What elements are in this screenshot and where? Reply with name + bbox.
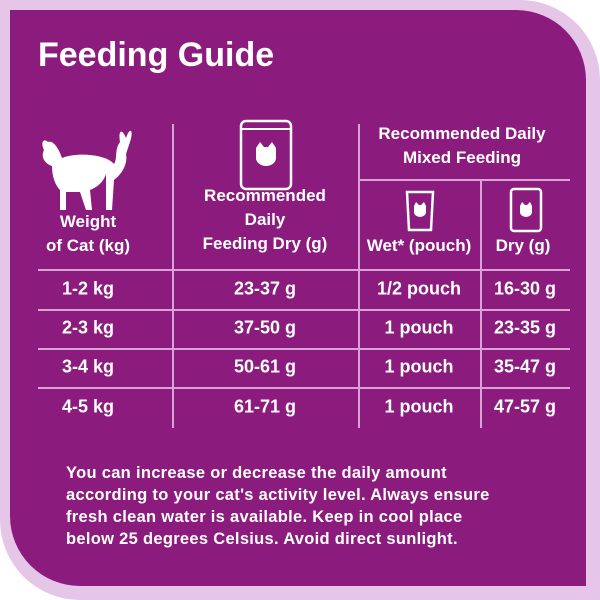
cat-icon: [42, 130, 132, 210]
dry-bag-icon: [239, 119, 293, 191]
table-cell: 50-61 g: [233, 356, 297, 377]
table-cell: 47-57 g: [493, 396, 557, 417]
table-cell: 23-37 g: [233, 278, 297, 299]
table-cell: 16-30 g: [493, 278, 557, 299]
footnote-line: below 25 degrees Celsius. Avoid direct s…: [66, 530, 458, 548]
header-line: Feeding Dry (g): [202, 234, 328, 253]
table-cell: 3-4 kg: [61, 356, 115, 377]
mixed-dry-bag-icon: [509, 187, 543, 233]
header-line: Recommended Daily: [378, 124, 546, 143]
row-divider: [38, 269, 570, 271]
mixed-header: Recommended Daily Mixed Feeding: [378, 122, 545, 170]
table-cell: 1 pouch: [384, 356, 454, 377]
mixed-dry-header: Dry (g): [495, 236, 551, 255]
table-cell: 4-5 kg: [61, 396, 115, 417]
footnote-line: according to your cat's activity level. …: [66, 486, 490, 504]
table-cell: 35-47 g: [493, 356, 557, 377]
title: Feeding Guide: [38, 36, 275, 74]
row-divider: [38, 309, 570, 311]
header-line: Recommended: [204, 186, 326, 205]
table-cell: 1-2 kg: [61, 278, 115, 299]
row-divider: [38, 387, 570, 389]
table-cell: 61-71 g: [233, 396, 297, 417]
column-divider: [480, 180, 482, 428]
column-divider: [358, 124, 360, 428]
header-line: of Cat (kg): [45, 236, 131, 255]
footnote-line: fresh clean water is available. Keep in …: [66, 508, 463, 526]
row-divider: [38, 348, 570, 350]
header-line: Weight: [59, 212, 117, 231]
dry-header: Recommended Daily Feeding Dry (g): [203, 184, 328, 256]
table-cell: 2-3 kg: [61, 317, 115, 338]
header-divider: [358, 179, 570, 181]
footnote: You can increase or decrease the daily a…: [66, 462, 490, 550]
header-line: Mixed Feeding: [402, 148, 522, 167]
table-cell: 1 pouch: [384, 396, 454, 417]
table-cell: 1/2 pouch: [376, 278, 462, 299]
weight-header: Weight of Cat (kg): [46, 210, 130, 258]
table-cell: 23-35 g: [493, 317, 557, 338]
panel: Feeding Guide Weight of Cat (kg) Recommen…: [10, 10, 586, 586]
table-cell: 1 pouch: [384, 317, 454, 338]
table-cell: 37-50 g: [233, 317, 297, 338]
footnote-line: You can increase or decrease the daily a…: [66, 464, 447, 482]
wet-header: Wet* (pouch): [366, 236, 472, 255]
wet-pouch-icon: [405, 190, 435, 232]
header-line: Daily: [244, 210, 286, 229]
column-divider: [172, 124, 174, 428]
